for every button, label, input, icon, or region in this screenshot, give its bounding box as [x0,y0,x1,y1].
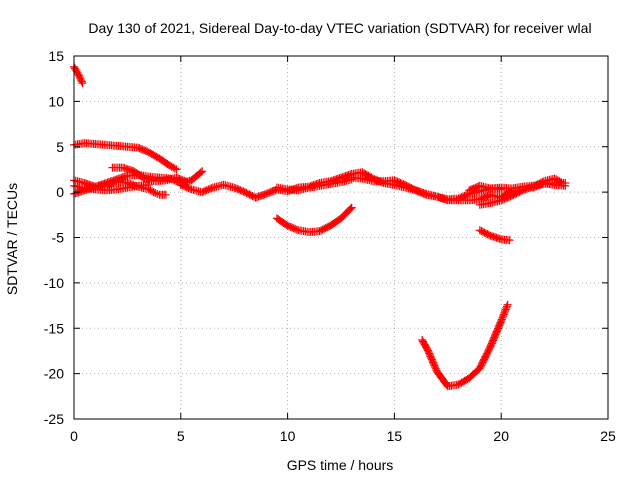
series-track-8 [272,175,356,195]
x-tick-label: 25 [600,428,616,444]
series-markers [418,300,512,391]
y-tick-label: 10 [48,93,64,109]
series-markers [70,62,87,88]
grid-lines [74,56,608,419]
series-track-9 [347,173,516,205]
series-markers [272,203,356,237]
chart-title: Day 130 of 2021, Sidereal Day-to-day VTE… [88,20,591,36]
series-track-6 [108,163,192,187]
x-tick-label: 10 [280,428,296,444]
y-tick-label: 15 [48,48,64,64]
series-track-12 [529,179,570,192]
series-track-1 [70,62,87,88]
y-tick-label: 0 [56,184,64,200]
x-axis-label: GPS time / hours [287,457,394,473]
series-track-13 [272,203,356,237]
x-tick-label: 5 [177,428,185,444]
axis-ticks: 0 5 10 15 20 25 -25 -20 -15 -10 -5 0 5 10 15 [44,48,616,444]
y-tick-label: -20 [44,366,64,382]
x-tick-label: 0 [70,428,78,444]
x-tick-label: 15 [387,428,403,444]
series-track-14 [475,226,514,245]
series-track-15 [418,300,512,391]
x-tick-label: 20 [493,428,509,444]
y-tick-label: 5 [56,139,64,155]
y-tick-label: -5 [52,230,65,246]
y-tick-label: -25 [44,411,64,427]
data-series [70,62,570,391]
y-tick-label: -10 [44,275,64,291]
series-markers [272,175,356,195]
series-markers [475,226,514,245]
y-tick-label: -15 [44,320,64,336]
y-axis-label: SDTVAR / TECUs [4,183,20,295]
